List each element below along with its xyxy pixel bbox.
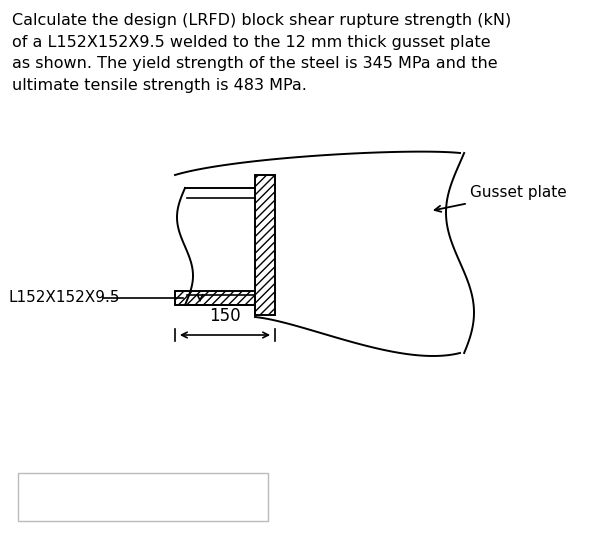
Text: L152X152X9.5: L152X152X9.5 (8, 290, 119, 305)
Bar (255, 175, 275, 315)
Text: 150: 150 (209, 307, 241, 325)
Bar (18, 473, 268, 521)
Bar (175, 291, 255, 305)
Text: Calculate the design (LRFD) block shear rupture strength (kN)
of a L152X152X9.5 : Calculate the design (LRFD) block shear … (12, 13, 511, 93)
Text: Gusset plate: Gusset plate (434, 185, 567, 212)
